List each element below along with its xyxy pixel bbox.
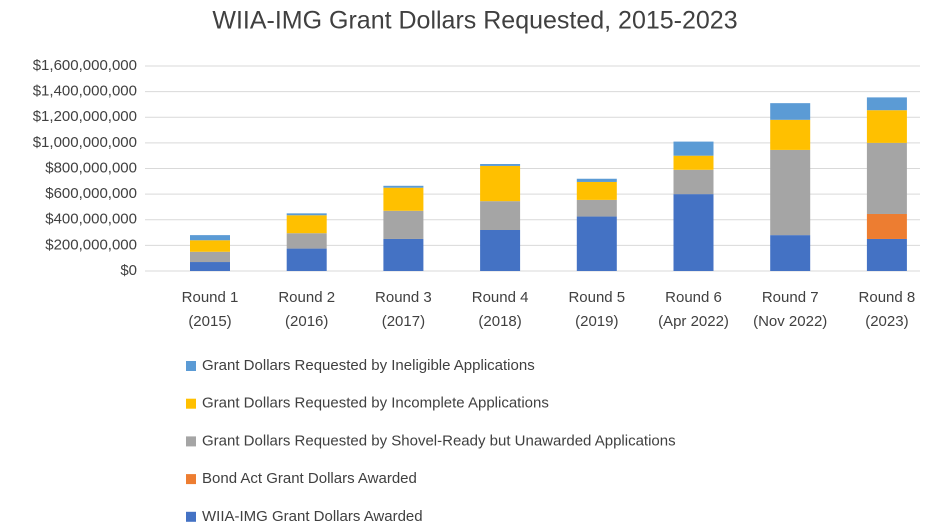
- y-tick-label: $400,000,000: [45, 211, 137, 228]
- x-tick-label: Round 6: [665, 289, 722, 306]
- bar-segment: [480, 165, 521, 202]
- bar-segment: [673, 194, 714, 271]
- legend-swatch: [186, 436, 196, 447]
- y-tick-label: $0: [120, 262, 137, 279]
- bar-segment: [770, 235, 811, 271]
- x-tick-label: Round 8: [859, 289, 916, 306]
- bar-segment: [866, 110, 907, 143]
- x-tick-label: Round 1: [182, 289, 239, 306]
- x-tick-label: Round 4: [472, 289, 529, 306]
- x-tick-label: (2023): [865, 313, 908, 330]
- x-tick-label: (2018): [478, 313, 521, 330]
- bar-segment: [480, 164, 521, 166]
- bar-segment: [190, 240, 230, 252]
- y-tick-label: $600,000,000: [45, 185, 137, 202]
- bar-segment: [866, 142, 907, 214]
- legend-swatch: [186, 398, 196, 409]
- legend-swatch: [186, 361, 196, 371]
- bar-segment: [286, 213, 327, 216]
- chart-title: WIIA-IMG Grant Dollars Requested, 2015-2…: [212, 7, 737, 35]
- y-tick-label: $200,000,000: [45, 236, 137, 253]
- bar-segment: [480, 230, 521, 271]
- bar-segment: [673, 169, 714, 195]
- bar-segment: [576, 216, 617, 271]
- bar-segment: [673, 155, 714, 170]
- bar-segment: [190, 262, 230, 271]
- x-tick-label: (Nov 2022): [753, 313, 827, 330]
- bar-segment: [866, 97, 907, 111]
- bar-segment: [866, 238, 907, 271]
- y-tick-label: $1,600,000,000: [33, 57, 137, 74]
- bar-segment: [286, 233, 327, 249]
- bar-segment: [576, 199, 617, 217]
- x-tick-label: Round 2: [278, 289, 335, 306]
- legend-label: Grant Dollars Requested by Shovel-Ready …: [202, 432, 676, 449]
- bar-segment: [480, 201, 521, 230]
- legend-swatch: [186, 511, 196, 522]
- x-tick-label: Round 5: [568, 289, 625, 306]
- y-tick-label: $1,000,000,000: [33, 134, 137, 151]
- bar-segment: [576, 181, 617, 200]
- bar-segment: [770, 119, 811, 150]
- bar-segment: [383, 210, 424, 239]
- x-tick-label: (Apr 2022): [658, 313, 729, 330]
- x-tick-label: Round 3: [375, 289, 432, 306]
- x-tick-label: (2019): [575, 313, 618, 330]
- bar-segment: [866, 213, 907, 239]
- bar-segment: [383, 238, 424, 271]
- bar-segment: [383, 187, 424, 211]
- y-tick-label: $1,400,000,000: [33, 83, 137, 100]
- legend-label: WIIA-IMG Grant Dollars Awarded: [202, 508, 423, 525]
- bar-segment: [673, 141, 714, 156]
- legend-swatch: [186, 474, 196, 485]
- bar-segment: [286, 215, 327, 234]
- x-tick-label: (2017): [382, 313, 425, 330]
- y-tick-label: $1,200,000,000: [33, 108, 137, 125]
- x-tick-label: (2015): [188, 313, 231, 330]
- bar-segment: [383, 185, 424, 188]
- legend-label: Grant Dollars Requested by Ineligible Ap…: [202, 357, 535, 374]
- y-tick-label: $800,000,000: [45, 159, 137, 176]
- bar-segment: [190, 251, 230, 263]
- bar-segment: [770, 103, 811, 120]
- legend-label: Bond Act Grant Dollars Awarded: [202, 470, 417, 487]
- legend-label: Grant Dollars Requested by Incomplete Ap…: [202, 395, 549, 412]
- x-tick-label: (2016): [285, 313, 328, 330]
- bar-segment: [190, 235, 230, 241]
- bar-segment: [286, 248, 327, 271]
- bar-segment: [576, 178, 617, 182]
- bar-segment: [770, 149, 811, 236]
- x-tick-label: Round 7: [762, 289, 819, 306]
